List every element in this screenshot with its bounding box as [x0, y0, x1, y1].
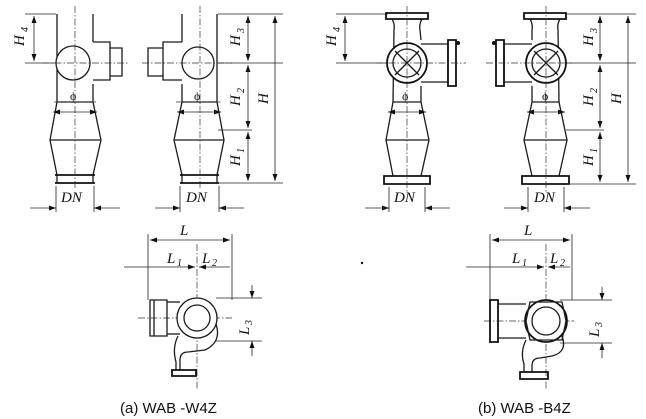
dim-label-l2-a: L 2	[201, 251, 217, 269]
dim-label-dn: DN	[185, 190, 208, 206]
svg-text:4: 4	[332, 27, 343, 32]
dim-label-h1-a: H 1	[228, 148, 247, 167]
phi-symbol: ϕ	[542, 89, 548, 103]
svg-text:H: H	[581, 34, 597, 47]
svg-text:L: L	[166, 251, 175, 267]
svg-text:L: L	[587, 329, 603, 338]
svg-text:H: H	[228, 34, 244, 47]
dim-label-dn: DN	[533, 190, 556, 206]
caption-a: (a) WAB -W4Z	[120, 400, 217, 417]
svg-text:2: 2	[236, 88, 247, 93]
dim-label-l3-a: L 3	[237, 320, 255, 336]
phi-symbol: ϕ	[194, 89, 200, 103]
view-a-elevation-left: H 4 ϕ DN	[12, 6, 128, 212]
svg-text:2: 2	[589, 88, 600, 93]
svg-text:L: L	[549, 251, 558, 267]
svg-text:1: 1	[522, 258, 527, 269]
phi-symbol: ϕ	[402, 89, 408, 103]
svg-text:H: H	[228, 94, 244, 107]
dim-label-h1-b: H 1	[581, 148, 600, 167]
dim-label-l3-b: L 3	[587, 322, 605, 338]
view-b-plan: L L 1 L 2 L 3	[466, 223, 612, 390]
dim-label-h4-left: H 4	[12, 27, 31, 47]
svg-text:1: 1	[236, 148, 247, 153]
svg-text:3: 3	[589, 28, 600, 34]
dim-label-l1-b: L 1	[511, 251, 527, 269]
svg-text:3: 3	[594, 322, 605, 328]
dim-label-h-b: H	[609, 92, 625, 105]
dim-label-l-a: L	[179, 223, 188, 239]
svg-text:H: H	[581, 94, 597, 107]
svg-text:3: 3	[244, 320, 255, 326]
svg-text:1: 1	[589, 148, 600, 153]
dim-label-dn: DN	[393, 190, 416, 206]
phi-symbol: ϕ	[70, 89, 76, 103]
dim-label-h2-b: H 2	[581, 88, 600, 107]
view-b-elevation-left: H 4 ϕ DN	[324, 6, 466, 212]
dim-label-l2-b: L 2	[549, 251, 565, 269]
svg-text:4: 4	[20, 27, 31, 32]
svg-text:H: H	[581, 154, 597, 167]
svg-text:H: H	[12, 34, 28, 47]
svg-text:H: H	[228, 154, 244, 167]
caption-b: (b) WAB -B4Z	[478, 400, 571, 417]
svg-text:2: 2	[560, 258, 565, 269]
dim-label-h4-b: H 4	[324, 27, 343, 47]
dim-label-l-b: L	[523, 223, 532, 239]
dim-label-h2-a: H 2	[228, 88, 247, 107]
svg-text:H: H	[324, 34, 340, 47]
view-a-plan: L L 1 L 2 L 3	[124, 223, 262, 390]
svg-text:1: 1	[177, 258, 182, 269]
dim-label-h-a: H	[256, 92, 272, 105]
dim-label-dn: DN	[60, 190, 83, 206]
dim-label-h3-b: H 3	[581, 28, 600, 47]
stray-dot	[360, 261, 364, 265]
dim-label-h3-a: H 3	[228, 28, 247, 47]
svg-text:L: L	[511, 251, 520, 267]
view-b-elevation-right: ϕ DN H 3 H 2 H 1 H	[486, 6, 636, 212]
svg-text:L: L	[237, 327, 253, 336]
svg-text:3: 3	[236, 28, 247, 34]
svg-text:2: 2	[212, 258, 217, 269]
svg-text:L: L	[201, 251, 210, 267]
view-a-elevation-right: ϕ DN H 3 H 2 H 1 H	[142, 6, 283, 212]
dim-label-l1-a: L 1	[166, 251, 182, 269]
